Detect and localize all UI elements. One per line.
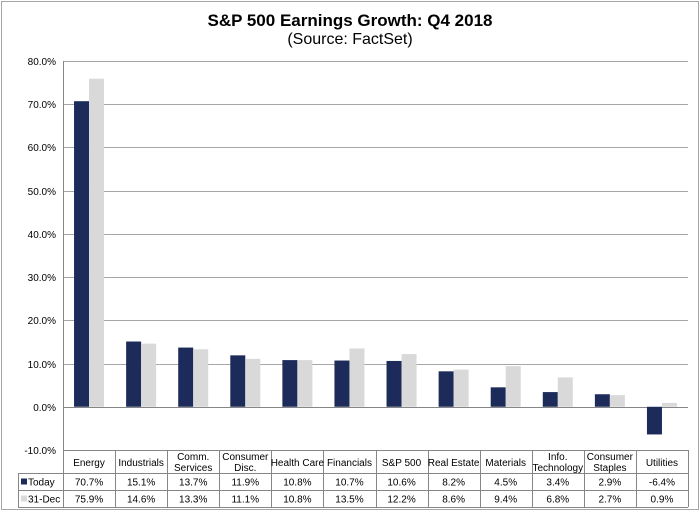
category-label: Industrials [118, 458, 164, 469]
data-label: 13.5% [335, 495, 363, 506]
data-label: 4.5% [494, 478, 517, 489]
category-label: Health Care [271, 458, 325, 469]
legend-key-31-dec [21, 495, 27, 502]
bar-31-dec-2 [193, 349, 209, 407]
bar-31-dec-4 [297, 360, 313, 407]
category-label: Real Estate [428, 458, 480, 469]
data-label: -6.4% [649, 478, 675, 489]
bar-31-dec-3 [245, 358, 261, 407]
data-label: 3.4% [546, 478, 569, 489]
bar-31-dec-10 [609, 395, 625, 407]
y-tick-label: 40.0% [28, 230, 56, 241]
y-tick-label: 80.0% [28, 57, 56, 68]
data-label: 70.7% [75, 478, 103, 489]
category-label: Consumer [587, 452, 634, 463]
bar-today-10 [594, 394, 610, 407]
bar-31-dec-11 [661, 402, 677, 407]
category-label: Energy [73, 458, 105, 469]
y-tick-label: 70.0% [28, 100, 56, 111]
y-tick-label: 0.0% [33, 403, 56, 414]
category-label: Technology [532, 463, 583, 474]
data-label: 13.3% [179, 495, 207, 506]
bar-31-dec-1 [141, 343, 157, 407]
data-label: 11.1% [231, 495, 259, 506]
data-label: 10.8% [283, 495, 311, 506]
y-tick-label: -10.0% [24, 446, 56, 457]
bar-31-dec-8 [505, 366, 521, 407]
data-label: 10.8% [283, 478, 311, 489]
data-label: 2.9% [598, 478, 621, 489]
chart-title: S&P 500 Earnings Growth: Q4 2018 [207, 11, 493, 30]
bar-31-dec-9 [557, 377, 573, 407]
category-label: Disc. [234, 463, 256, 474]
y-tick-label: 20.0% [28, 316, 56, 327]
bar-31-dec-0 [89, 78, 105, 407]
data-label: 9.4% [494, 495, 517, 506]
category-label: S&P 500 [382, 458, 422, 469]
data-label: 15.1% [127, 478, 155, 489]
bar-today-2 [178, 347, 194, 407]
category-label: Consumer [222, 452, 269, 463]
category-label: Comm. [177, 452, 209, 463]
category-label: Staples [593, 463, 626, 474]
data-label: 14.6% [127, 495, 155, 506]
legend-key-today [21, 478, 27, 485]
bar-31-dec-6 [401, 354, 417, 407]
bar-today-7 [438, 371, 454, 407]
y-tick-label: 50.0% [28, 187, 56, 198]
category-label: Financials [327, 458, 372, 469]
data-label: 10.7% [335, 478, 363, 489]
bar-today-9 [542, 392, 558, 407]
bar-today-11 [646, 406, 662, 435]
data-label: 8.6% [442, 495, 465, 506]
data-label: 13.7% [179, 478, 207, 489]
data-label: 75.9% [75, 495, 103, 506]
legend-label: 31-Dec [28, 495, 60, 506]
data-label: 10.6% [387, 478, 415, 489]
data-label: 2.7% [598, 495, 621, 506]
bar-today-4 [282, 360, 298, 407]
category-label: Materials [485, 458, 526, 469]
data-label: 6.8% [546, 495, 569, 506]
data-label: 0.9% [651, 495, 674, 506]
y-tick-label: 60.0% [28, 143, 56, 154]
category-label: Info. [548, 452, 567, 463]
legend-label: Today [28, 478, 55, 489]
y-tick-label: 10.0% [28, 360, 56, 371]
bar-31-dec-5 [349, 348, 365, 407]
bar-today-3 [230, 355, 246, 407]
bar-today-6 [386, 360, 402, 407]
data-label: 12.2% [387, 495, 415, 506]
data-label: 8.2% [442, 478, 465, 489]
bar-31-dec-7 [453, 369, 469, 407]
y-tick-label: 30.0% [28, 273, 56, 284]
bar-today-0 [74, 101, 90, 407]
bar-today-1 [126, 341, 142, 407]
chart-subtitle: (Source: FactSet) [287, 31, 413, 48]
bar-today-8 [490, 387, 506, 407]
data-label: 11.9% [231, 478, 259, 489]
bar-today-5 [334, 360, 350, 407]
category-label: Services [174, 463, 212, 474]
category-label: Utilities [646, 458, 678, 469]
